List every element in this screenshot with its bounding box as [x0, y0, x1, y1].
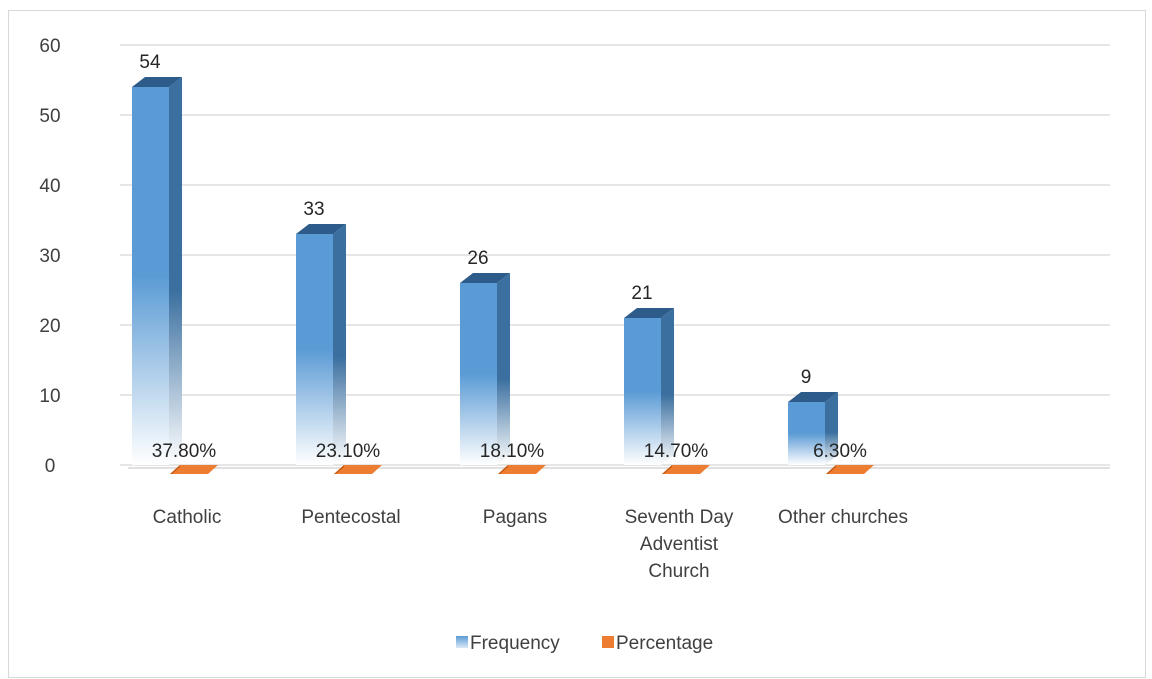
data-label-frequency: 21	[631, 283, 652, 304]
category-label: Other churches	[778, 507, 908, 528]
bar-frequency-side	[825, 392, 838, 465]
bar-frequency-top	[624, 308, 674, 318]
legend: Frequency Percentage	[456, 633, 713, 654]
bar-frequency	[296, 234, 333, 465]
legend-label: Frequency	[470, 633, 560, 654]
legend-swatch	[602, 636, 614, 648]
data-labels: 54 37.80% 33 23.10% 26 18.10% 21 14.70% 9 6.30%	[139, 52, 867, 462]
bar-frequency-top	[132, 77, 182, 87]
y-tick-label: 30	[39, 246, 60, 267]
category-label-line: Pagans	[483, 507, 547, 528]
data-label-frequency: 9	[801, 367, 812, 388]
bar-frequency-top	[460, 273, 510, 283]
category-label: Seventh Day Adventist Church	[625, 507, 734, 582]
data-label-percentage: 14.70%	[644, 441, 709, 462]
legend-label: Percentage	[616, 633, 713, 654]
data-label-frequency: 54	[139, 52, 161, 73]
bar-percentage-side	[662, 465, 672, 474]
y-tick-label: 10	[39, 386, 60, 407]
bar-frequency	[460, 283, 497, 465]
bar-frequency	[788, 402, 825, 465]
category-label-line: Catholic	[153, 507, 222, 528]
bar-percentage	[662, 465, 710, 474]
bar-percentage	[498, 465, 546, 474]
y-tick-label: 20	[39, 316, 60, 337]
bar-frequency-top	[788, 392, 838, 402]
bar-frequency-top	[296, 224, 346, 234]
bar-frequency	[132, 87, 169, 465]
data-label-frequency: 33	[303, 199, 324, 220]
x-axis-categories: Catholic Pentecostal Pagans Seventh Day Adve…	[153, 507, 908, 582]
bar-percentage-side	[826, 465, 836, 474]
category-label-line: Church	[648, 561, 709, 582]
legend-swatch	[456, 636, 468, 648]
category-label-line: Seventh Day	[625, 507, 734, 528]
bars	[132, 77, 874, 474]
bar-frequency-side	[333, 224, 346, 465]
gridlines	[120, 44, 1110, 469]
data-label-percentage: 18.10%	[480, 441, 545, 462]
y-axis-ticks: 0 10 20 30 40 50 60	[39, 36, 60, 477]
category-label: Catholic	[153, 507, 222, 528]
bar-frequency	[624, 318, 661, 465]
bar-percentage	[334, 465, 382, 474]
bar-percentage-side	[170, 465, 180, 474]
bar-percentage-side	[334, 465, 344, 474]
category-label-line: Pentecostal	[301, 507, 400, 528]
y-tick-label: 0	[45, 456, 56, 477]
category-label: Pagans	[483, 507, 547, 528]
bar-frequency-side	[497, 273, 510, 465]
y-tick-label: 50	[39, 106, 60, 127]
data-label-percentage: 37.80%	[152, 441, 217, 462]
y-tick-label: 40	[39, 176, 60, 197]
data-label-percentage: 6.30%	[813, 441, 867, 462]
category-label-line: Other churches	[778, 507, 908, 528]
category-label: Pentecostal	[301, 507, 400, 528]
bar-percentage	[170, 465, 218, 474]
bar-frequency-side	[169, 77, 182, 465]
category-label-line: Adventist	[640, 534, 719, 555]
bar-percentage-side	[498, 465, 508, 474]
bar-frequency-side	[661, 308, 674, 465]
chart-frame	[8, 10, 1146, 678]
bar-percentage	[826, 465, 874, 474]
y-tick-label: 60	[39, 36, 60, 57]
data-label-percentage: 23.10%	[316, 441, 381, 462]
data-label-frequency: 26	[467, 248, 488, 269]
